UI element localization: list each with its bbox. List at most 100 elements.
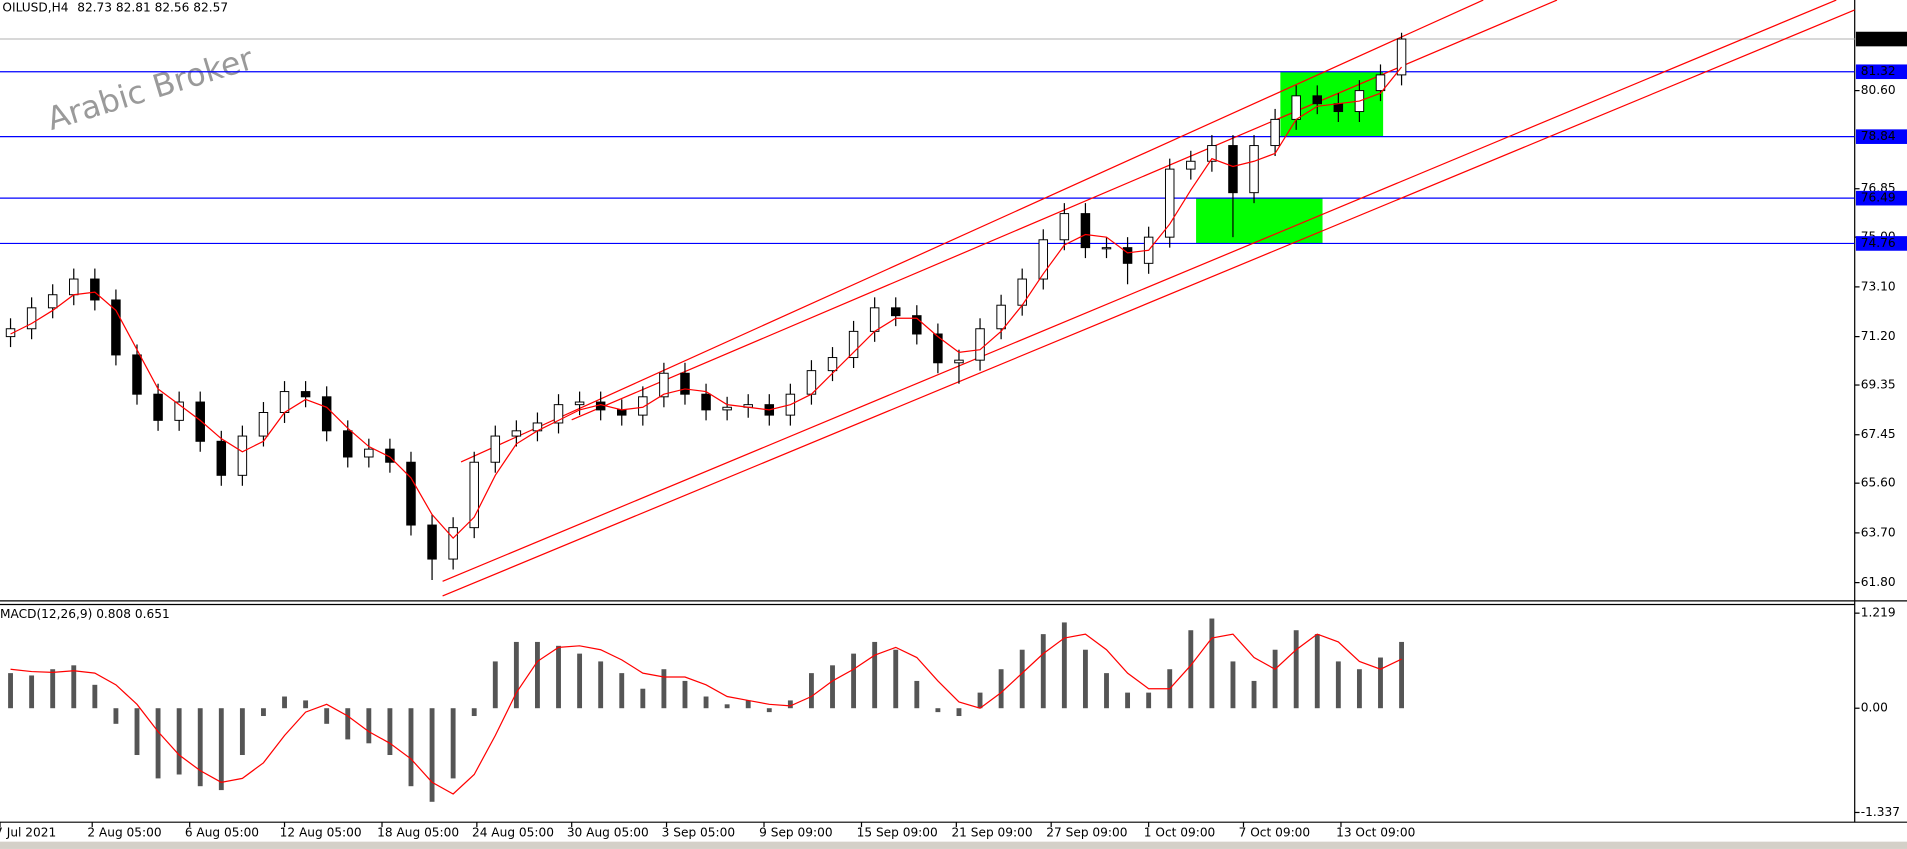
x-tick-label: 3 Sep 05:00 <box>662 826 735 840</box>
y-tick-label: 1.219 <box>1861 606 1896 620</box>
candle-body <box>1249 145 1259 194</box>
candle-body <box>574 401 585 406</box>
candle-body <box>869 307 880 332</box>
macd-bar <box>1082 649 1088 709</box>
candle-body <box>195 401 205 442</box>
candle-body <box>1396 38 1407 76</box>
candle-body <box>1228 145 1238 194</box>
candle-body <box>827 357 838 372</box>
macd-bar <box>1314 634 1320 709</box>
candle-body <box>258 412 269 437</box>
macd-bar <box>998 669 1004 709</box>
candle-body <box>1122 247 1133 264</box>
macd-bar <box>303 700 309 709</box>
candle-body <box>343 430 353 458</box>
candle-body <box>490 435 501 463</box>
indicator-header: MACD(12,26,9) 0.808 0.651 <box>0 607 170 621</box>
candle-body <box>1207 145 1217 162</box>
macd-bar <box>29 675 35 709</box>
macd-bar <box>935 708 941 713</box>
x-tick-label: 7 Oct 09:00 <box>1239 826 1311 840</box>
macd-bar <box>787 700 793 709</box>
zone <box>1196 198 1323 244</box>
macd-bar <box>408 708 414 787</box>
candle-body <box>427 524 437 560</box>
candle-body <box>321 396 332 432</box>
candle-body <box>364 448 374 458</box>
candle-body <box>448 527 458 560</box>
x-tick-label: 13 Oct 09:00 <box>1336 826 1415 840</box>
signal-line <box>10 633 1402 795</box>
macd-bar <box>1378 657 1383 709</box>
macd-bar <box>893 649 899 709</box>
level-label-bg <box>1855 236 1907 251</box>
candle-body <box>933 333 943 364</box>
symbol: OILUSD,H4 <box>2 0 68 14</box>
candle-body <box>1059 213 1070 241</box>
macd-bar <box>387 708 393 756</box>
ohlc: 82.56 <box>155 0 190 14</box>
candle-body <box>237 435 248 476</box>
candle-body <box>5 328 16 338</box>
macd-bar <box>809 673 814 709</box>
x-tick-label: 18 Aug 05:00 <box>377 826 459 840</box>
macd-bar <box>830 665 835 709</box>
level-label-bg <box>1855 64 1907 80</box>
macd-bar <box>471 708 477 717</box>
macd-bar <box>239 708 245 756</box>
candle-body <box>1312 95 1323 105</box>
level-label: 81.32 <box>1861 64 1896 78</box>
macd-bar <box>577 653 583 709</box>
macd-bar <box>282 696 287 709</box>
macd-bar <box>598 661 604 709</box>
y-tick-label: -1.337 <box>1861 805 1900 819</box>
last-price-label-bg <box>1855 31 1907 47</box>
macd-bar <box>1125 692 1131 709</box>
level-label: 78.84 <box>1861 129 1896 143</box>
x-tick-label: 12 Aug 05:00 <box>280 826 362 840</box>
y-tick-label: 80.60 <box>1861 83 1896 97</box>
candle-body <box>90 278 100 301</box>
candle-body <box>69 278 79 296</box>
macd-bar <box>956 708 962 717</box>
indicator-value: 0.808 <box>96 607 131 621</box>
macd-bar <box>134 708 140 756</box>
candle-body <box>216 440 227 476</box>
candle-body <box>701 393 711 411</box>
candle-body <box>385 448 395 463</box>
candle-body <box>174 401 184 421</box>
macd-bar <box>914 680 920 709</box>
macd-bar <box>1356 669 1362 709</box>
level-label-bg <box>1855 129 1907 144</box>
candle-body <box>511 430 522 437</box>
macd-bar <box>977 692 983 709</box>
level-label: 74.76 <box>1861 236 1896 250</box>
candle-body <box>659 372 669 398</box>
macd-bar <box>766 708 772 713</box>
macd-bar <box>1146 692 1152 709</box>
candle-body <box>553 404 564 424</box>
x-tick-label: 6 Aug 05:00 <box>185 826 259 840</box>
macd-bar <box>1209 618 1215 709</box>
macd-bar <box>1040 634 1046 709</box>
macd-bar <box>640 688 646 709</box>
trendline <box>442 0 1837 582</box>
y-tick-label: 0.00 <box>1861 701 1888 715</box>
y-tick-label: 63.70 <box>1861 525 1896 539</box>
y-tick-label: 61.80 <box>1861 575 1896 589</box>
level-label-bg <box>1855 190 1907 206</box>
macd-bar <box>1399 641 1404 709</box>
macd-bar <box>324 708 330 724</box>
y-tick-label: 67.45 <box>1861 427 1896 441</box>
macd-bar <box>429 708 435 802</box>
macd-bar <box>724 704 730 709</box>
macd-bar <box>1293 630 1299 709</box>
candle-body <box>1080 213 1091 249</box>
macd-bar <box>50 669 56 709</box>
candle-body <box>617 409 627 416</box>
macd-bar <box>71 665 77 709</box>
chart-header: OILUSD,H4 82.73 82.81 82.56 82.57 <box>2 0 228 14</box>
x-tick-label: 30 Aug 05:00 <box>567 826 649 840</box>
macd-bar <box>851 653 857 709</box>
